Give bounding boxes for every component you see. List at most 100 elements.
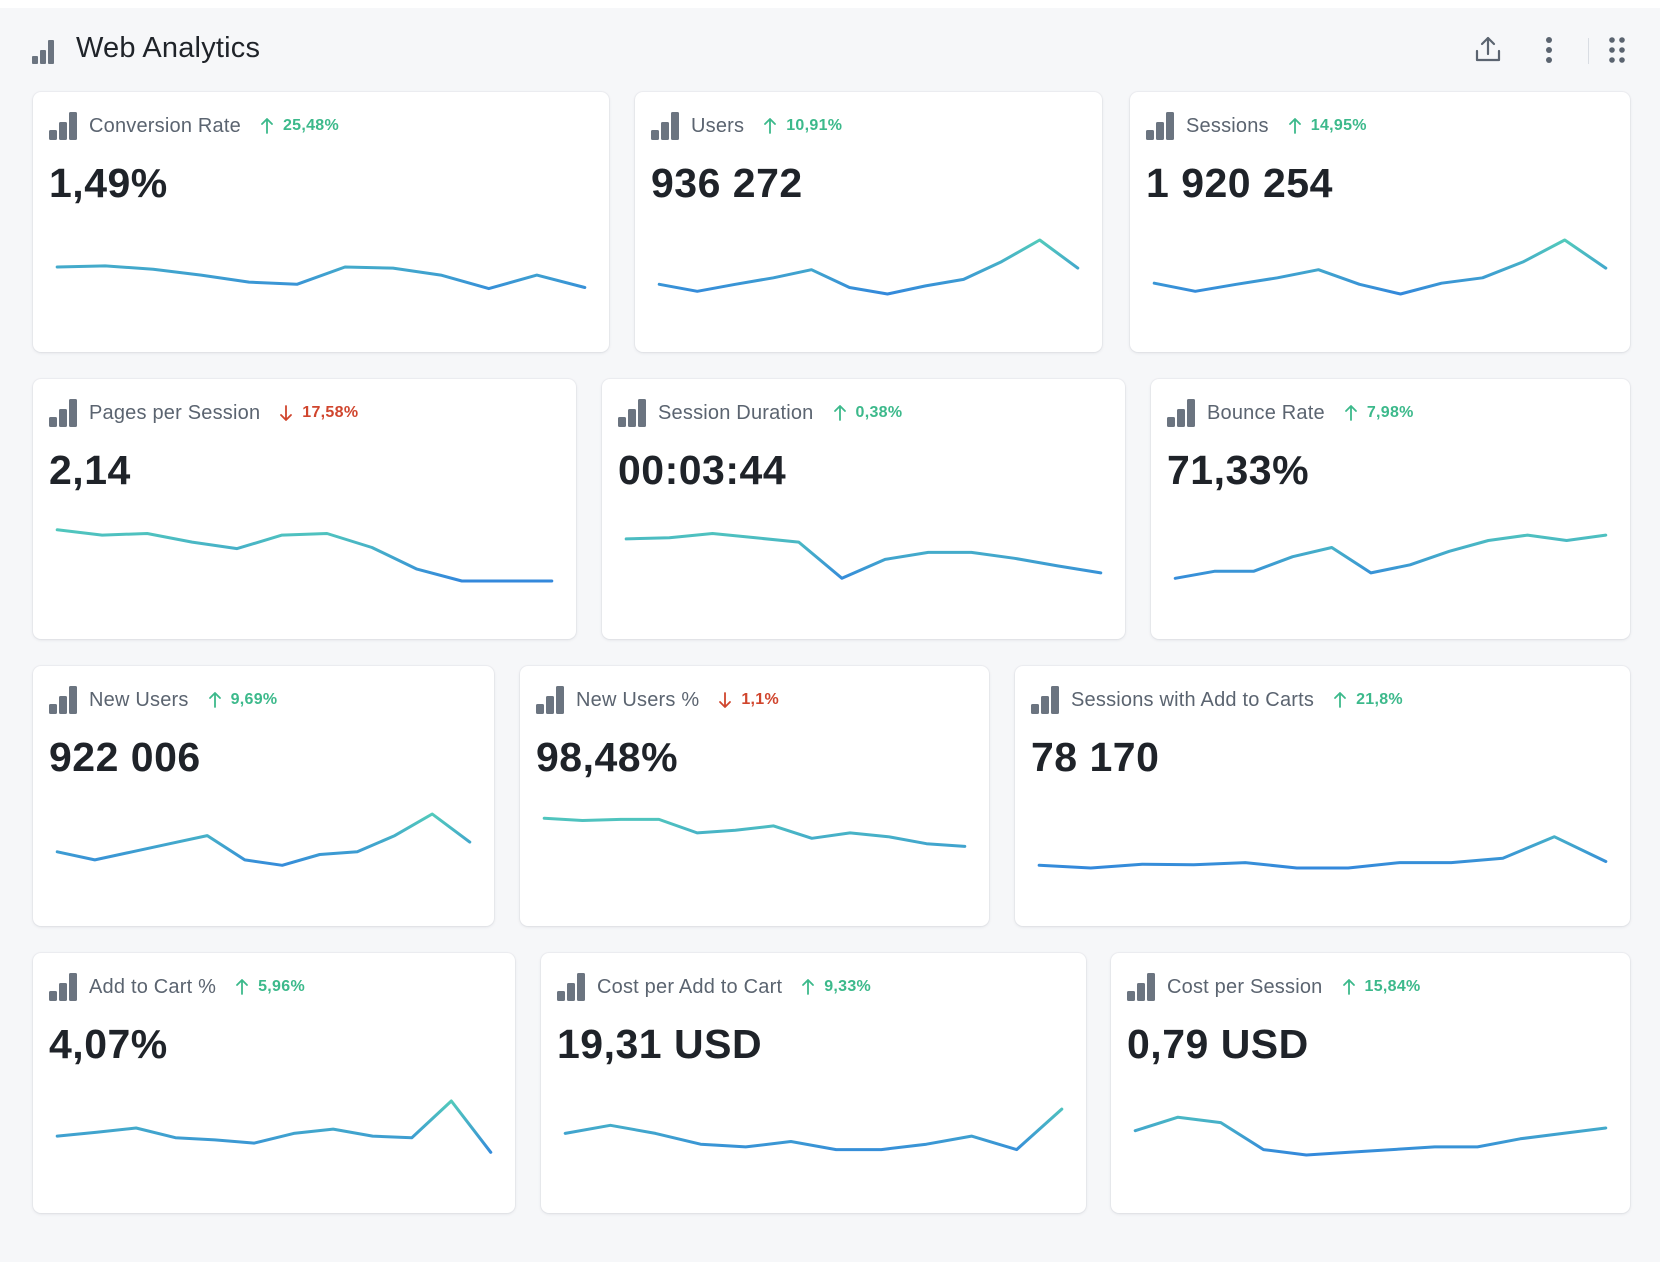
metric-title: Conversion Rate (89, 114, 241, 137)
sparkline-chart (1133, 1115, 1608, 1157)
metric-header: Pages per Session 17,58% (49, 397, 564, 429)
metric-title: Cost per Session (1167, 975, 1323, 998)
metric-change-value: 0,38% (855, 404, 903, 421)
sparkline-chart (55, 812, 472, 867)
metric-card[interactable]: Users 10,91% 936 272 (635, 92, 1102, 352)
metric-card[interactable]: Bounce Rate 7,98% 71,33% (1151, 379, 1630, 639)
arrow-up-icon (1342, 979, 1355, 995)
arrow-up-icon (261, 118, 273, 134)
sparkline-series (1133, 1115, 1608, 1157)
sparkline-series (657, 238, 1080, 296)
metric-change: 0,38% (832, 404, 903, 422)
sparkline (49, 796, 478, 876)
bar-chart-icon (49, 112, 77, 140)
metric-card[interactable]: Sessions 14,95% 1 920 254 (1130, 92, 1630, 352)
sparkline (49, 509, 560, 589)
metric-change-value: 21,8% (1356, 691, 1403, 708)
metric-header: Cost per Add to Cart 9,33% (557, 971, 1074, 1003)
metric-change-value: 5,96% (258, 978, 305, 995)
sparkline (1031, 796, 1614, 876)
metric-header: Conversion Rate 25,48% (49, 110, 597, 142)
metric-header: Sessions with Add to Carts 21,8% (1031, 684, 1618, 716)
metric-value: 98,48% (536, 734, 679, 780)
sparkline-chart (1173, 533, 1608, 580)
metric-value: 71,33% (1167, 447, 1310, 493)
metric-change-value: 25,48% (282, 117, 340, 134)
metric-card[interactable]: Add to Cart % 5,96% 4,07% (33, 953, 515, 1213)
metric-change: 9,33% (800, 978, 871, 996)
bar-chart-icon (49, 973, 77, 1001)
sparkline-series (55, 528, 554, 583)
metric-change: 1,1% (717, 691, 779, 709)
sparkline-chart (657, 238, 1080, 296)
sparkline (651, 222, 1086, 302)
sparkline-series (542, 816, 967, 848)
bar-chart-icon (618, 399, 646, 427)
bar-chart-icon (651, 112, 679, 140)
metric-value: 00:03:44 (618, 447, 787, 493)
dashboard-header: Web Analytics (0, 8, 1660, 80)
metric-value: 1,49% (49, 160, 168, 206)
bar-chart-icon (1031, 686, 1059, 714)
more-vertical-icon[interactable] (1532, 33, 1566, 67)
sparkline-chart (1037, 835, 1608, 870)
metric-value: 4,07% (49, 1021, 168, 1067)
metric-title: New Users % (576, 688, 700, 711)
metric-card[interactable]: Cost per Session 15,84% 0,79 USD (1111, 953, 1630, 1213)
metric-value: 1 920 254 (1146, 160, 1333, 206)
metric-header: New Users % 1,1% (536, 684, 977, 716)
arrow-down-icon (719, 692, 732, 708)
sparkline (49, 1083, 499, 1163)
sparkline-series (55, 812, 472, 867)
arrow-up-icon (208, 692, 221, 708)
metric-title: Cost per Add to Cart (597, 975, 783, 998)
metric-change-value: 7,98% (1366, 404, 1414, 421)
metric-card[interactable]: Pages per Session 17,58% 2,14 (33, 379, 576, 639)
sparkline-chart (624, 532, 1103, 580)
sparkline-chart (55, 528, 554, 583)
sparkline-series (55, 264, 587, 291)
metric-change: 5,96% (234, 978, 305, 996)
metric-title: Session Duration (658, 401, 814, 424)
metric-change-value: 9,33% (824, 978, 872, 995)
sparkline-series (1173, 533, 1608, 580)
sparkline-series (55, 1099, 493, 1154)
arrow-up-icon (833, 405, 846, 421)
metric-header: Sessions 14,95% (1146, 110, 1618, 142)
page-title: Web Analytics (76, 32, 261, 64)
bar-chart-icon (49, 686, 77, 714)
metric-change: 15,84% (1341, 978, 1421, 996)
sparkline (557, 1083, 1070, 1163)
metric-change-value: 9,69% (230, 691, 278, 708)
metric-change: 9,69% (207, 691, 278, 709)
sparkline-chart (55, 1099, 493, 1154)
sparkline-chart (542, 816, 967, 848)
sparkline-chart (1152, 238, 1608, 296)
metric-card[interactable]: Session Duration 0,38% 00:03:44 (602, 379, 1125, 639)
metric-card[interactable]: New Users % 1,1% 98,48% (520, 666, 989, 926)
metric-value: 0,79 USD (1127, 1021, 1309, 1067)
metric-value: 19,31 USD (557, 1021, 763, 1067)
metric-card[interactable]: Conversion Rate 25,48% 1,49% (33, 92, 609, 352)
arrow-up-icon (802, 979, 815, 995)
metric-change-value: 10,91% (786, 117, 843, 134)
sparkline (1146, 222, 1614, 302)
metric-value: 2,14 (49, 447, 131, 493)
metric-change: 17,58% (278, 404, 358, 422)
header-divider (1588, 38, 1589, 64)
sparkline-series (563, 1107, 1064, 1152)
metric-header: Cost per Session 15,84% (1127, 971, 1618, 1003)
metric-card[interactable]: New Users 9,69% 922 006 (33, 666, 494, 926)
metric-title: Sessions (1186, 114, 1269, 137)
metric-header: Add to Cart % 5,96% (49, 971, 503, 1003)
metric-card[interactable]: Cost per Add to Cart 9,33% 19,31 USD (541, 953, 1086, 1213)
sparkline (536, 796, 973, 876)
metric-title: Sessions with Add to Carts (1071, 688, 1315, 711)
metric-change: 10,91% (762, 117, 842, 135)
metric-title: Pages per Session (89, 401, 261, 424)
metric-card[interactable]: Sessions with Add to Carts 21,8% 78 170 (1015, 666, 1630, 926)
grid-dots-icon[interactable] (1600, 33, 1634, 67)
metric-change: 7,98% (1343, 404, 1414, 422)
upload-icon[interactable] (1471, 33, 1505, 67)
metric-change: 25,48% (259, 117, 339, 135)
